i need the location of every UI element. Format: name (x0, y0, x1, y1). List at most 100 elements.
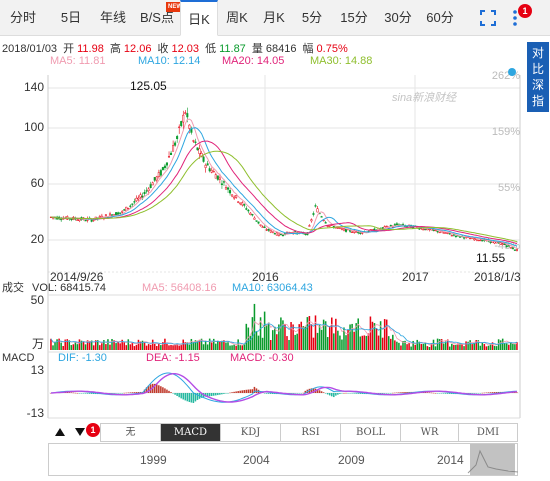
navigator-sparkline (467, 449, 518, 474)
macd-bar (363, 393, 366, 395)
candle-body (448, 233, 451, 235)
macd-bar (351, 393, 353, 394)
macd-bar (271, 393, 274, 394)
macd-bar (129, 392, 132, 393)
scroll-indicator-icon[interactable] (508, 68, 516, 76)
volume-bar (182, 339, 184, 350)
candle-body (436, 230, 439, 233)
candle-body (198, 148, 201, 154)
macd-bar (387, 393, 390, 394)
scroll-left-arrow-icon[interactable] (55, 428, 65, 436)
macd-bar (237, 391, 239, 393)
macd-bar (113, 393, 115, 394)
macd-bar (345, 392, 347, 394)
macd-bar (347, 393, 349, 394)
candle-body (220, 183, 223, 186)
macd-bar (316, 389, 319, 393)
tab-30min[interactable]: 30分 (384, 10, 412, 25)
indicator-tab-macd[interactable]: MACD (161, 424, 221, 441)
macd-axis-top: 13 (31, 363, 45, 377)
macd-bar (516, 392, 518, 393)
candle-body (342, 228, 345, 231)
macd-bar (485, 392, 488, 394)
macd-bar (379, 393, 382, 394)
timeline-year: 2004 (243, 453, 270, 467)
candle-body (261, 226, 264, 228)
candle-body (503, 243, 506, 246)
macd-bar (84, 393, 87, 394)
tab-5day[interactable]: 5日 (60, 10, 82, 25)
volume-bars (50, 303, 518, 350)
timeline-range-window[interactable] (470, 444, 515, 475)
volume-bar (82, 341, 85, 350)
more-menu-icon[interactable] (510, 8, 520, 28)
macd-bar (235, 391, 237, 393)
volume-bar (78, 339, 81, 350)
macd-bar (125, 392, 128, 394)
macd-bar (192, 393, 195, 403)
volume-bar (335, 318, 337, 350)
macd-bar (424, 392, 427, 393)
macd-bar (432, 392, 435, 394)
fullscreen-icon[interactable] (480, 10, 496, 26)
volume-bar (286, 336, 288, 350)
macd-bar (156, 384, 158, 393)
volume-bar (512, 343, 514, 350)
indicator-tab-rsi[interactable]: RSI (281, 424, 341, 441)
tab-daily-k[interactable]: 日K (180, 0, 218, 36)
kline-chart[interactable]: 140 100 60 20 262% 159% 55% -48% sina新浪财… (0, 0, 550, 422)
scroll-right-arrow-icon[interactable] (75, 428, 85, 436)
volume-bar (505, 343, 508, 350)
volume-bar (392, 334, 394, 350)
tab-15min[interactable]: 15分 (340, 10, 368, 25)
volume-bar (510, 342, 512, 350)
indicator-tab-wr[interactable]: WR (401, 424, 459, 441)
volume-panel-title: 成交 (2, 280, 24, 294)
indicator-tab-none[interactable]: 无 (101, 424, 161, 441)
volume-bar (442, 343, 445, 350)
candle-body (255, 220, 258, 222)
indicator-tab-kdj[interactable]: KDJ (221, 424, 281, 441)
volume-bar (219, 341, 221, 350)
macd-bar (444, 393, 447, 394)
volume-ma10-line (50, 323, 518, 345)
candle-body (161, 167, 164, 171)
tab-monthly-k[interactable]: 月K (263, 10, 285, 25)
tab-intraday[interactable]: 分时 (9, 10, 36, 25)
volume-bar (50, 338, 52, 350)
volume-bar (508, 344, 510, 350)
candle-body (501, 243, 504, 245)
macd-bar (259, 391, 262, 393)
candle-body (253, 217, 256, 220)
macd-bar (290, 393, 292, 394)
vol-value: VOL: 68415.74 (32, 282, 106, 294)
volume-bar (440, 339, 443, 350)
volume-bar (288, 339, 290, 350)
candle-body (196, 147, 199, 151)
compare-index-tab[interactable]: 对 比 深 指 (527, 42, 549, 112)
tab-yearly[interactable]: 年线 (99, 10, 126, 25)
side-tab-char: 指 (531, 94, 544, 108)
macd-bar (94, 393, 97, 395)
macd-bar (194, 393, 197, 402)
candle-body (393, 224, 396, 226)
volume-bar (276, 334, 278, 350)
volume-bar (396, 341, 398, 350)
tab-bs-points[interactable]: B/S点 (140, 10, 174, 25)
date-tick: 2016 (252, 270, 279, 284)
timeline-navigator[interactable] (48, 443, 518, 476)
volume-bar (245, 323, 248, 350)
macd-bar (426, 392, 429, 393)
tab-60min[interactable]: 60分 (426, 10, 454, 25)
macd-bar (245, 389, 248, 393)
macd-bar (208, 393, 211, 397)
tab-weekly-k[interactable]: 周K (226, 10, 248, 25)
indicator-tab-boll[interactable]: BOLL (341, 424, 401, 441)
volume-bar (278, 324, 280, 350)
candle-body (275, 232, 278, 236)
indicator-tab-dmi[interactable]: DMI (476, 427, 500, 438)
candle-body (308, 225, 311, 227)
tab-5min[interactable]: 5分 (301, 10, 323, 25)
candle-body (385, 225, 388, 228)
volume-bar (369, 316, 372, 350)
